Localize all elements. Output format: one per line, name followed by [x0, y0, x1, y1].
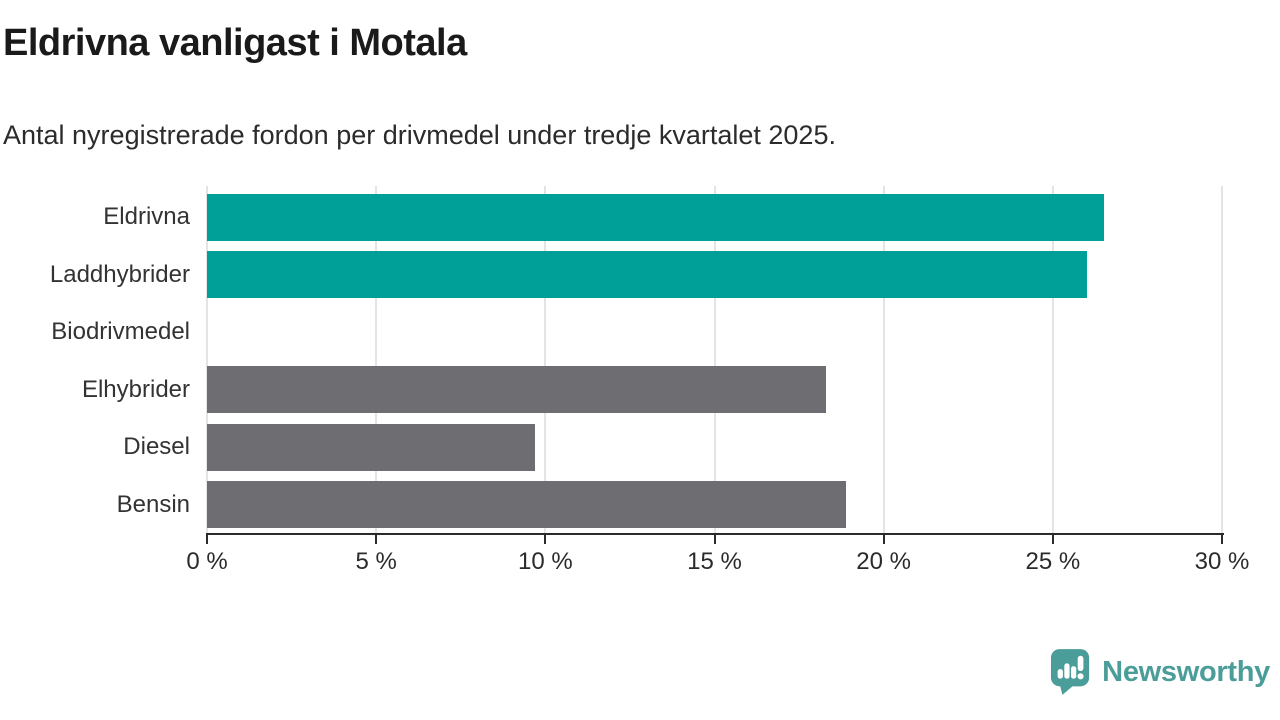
- bar-row-eldrivna: [207, 188, 1104, 246]
- bar-elhybrider: [207, 366, 827, 413]
- x-tick-20: [882, 533, 885, 544]
- bar-diesel: [207, 423, 536, 471]
- x-tick-30: [1221, 533, 1223, 544]
- x-tick-10: [544, 533, 547, 544]
- category-label-diesel: Diesel: [123, 433, 190, 460]
- x-tick-15: [713, 533, 716, 544]
- x-tick-25: [1051, 533, 1054, 544]
- bar-eldrivna: [207, 193, 1104, 241]
- category-label-bensin: Bensin: [116, 490, 190, 518]
- bar-laddhybrider: [207, 251, 1087, 298]
- category-label-elhybrider: Elhybrider: [81, 375, 190, 403]
- x-tick-label-25: 25 %: [1025, 548, 1081, 575]
- bar-row-laddhybrider: [207, 246, 1087, 304]
- gridline-15: [713, 186, 716, 533]
- bar-bensin: [207, 481, 847, 528]
- brand-logo: Newsworthy: [1050, 648, 1270, 696]
- x-tick-label-30: 30 %: [1194, 548, 1250, 575]
- bar-row-diesel: [207, 418, 536, 476]
- x-tick-label-15: 15 %: [687, 548, 742, 575]
- brand-name: Newsworthy: [1102, 655, 1270, 688]
- x-tick-label-10: 10 %: [517, 548, 573, 575]
- x-tick-0: [206, 533, 208, 544]
- gridline-30: [1221, 186, 1223, 533]
- x-tick-label-5: 5 %: [355, 548, 397, 575]
- category-label-biodrivmedel: Biodrivmedel: [51, 318, 190, 345]
- chart-title: Eldrivna vanligast i Motala: [3, 22, 467, 64]
- gridline-0: [206, 186, 208, 533]
- gridline-5: [375, 186, 378, 533]
- chart-subtitle: Antal nyregistrerade fordon per drivmede…: [3, 120, 836, 150]
- newsworthy-speech-bubble-bar-chart-icon: [1051, 649, 1090, 695]
- gridline-25: [1051, 186, 1054, 533]
- category-label-laddhybrider: Laddhybrider: [49, 260, 190, 288]
- x-tick-5: [375, 533, 378, 544]
- x-tick-label-0: 0 %: [186, 548, 228, 575]
- gridline-20: [882, 186, 885, 533]
- bar-row-bensin: [207, 476, 847, 534]
- category-label-eldrivna: Eldrivna: [103, 203, 190, 230]
- bar-row-elhybrider: [207, 361, 827, 419]
- gridline-10: [544, 186, 547, 533]
- x-tick-label-20: 20 %: [856, 548, 911, 575]
